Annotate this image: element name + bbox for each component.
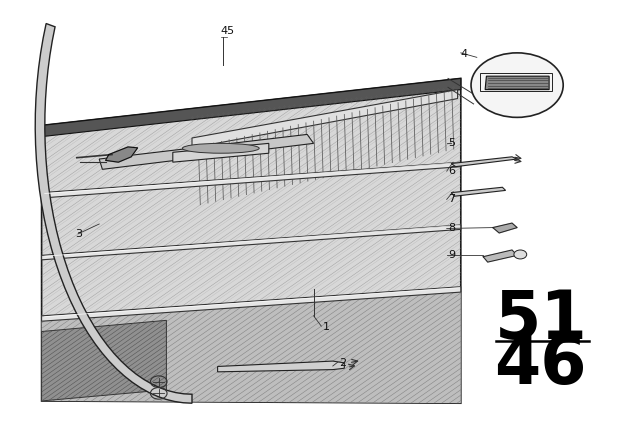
Text: 5: 5 [448,138,455,148]
Circle shape [514,250,527,259]
Polygon shape [35,24,192,403]
Polygon shape [99,134,314,169]
Text: 3: 3 [76,229,83,239]
Text: 2: 2 [339,358,346,368]
Polygon shape [451,157,517,167]
Polygon shape [451,187,506,196]
Text: 51: 51 [494,287,588,353]
Polygon shape [42,78,461,403]
Text: 45: 45 [221,26,235,36]
Text: 6: 6 [448,166,455,176]
Polygon shape [42,287,461,403]
Text: 8: 8 [448,224,455,233]
Polygon shape [483,250,517,262]
Text: 46: 46 [495,332,587,398]
Text: 9: 9 [448,250,455,260]
Polygon shape [493,223,517,233]
Text: 1: 1 [323,322,330,332]
Ellipse shape [182,143,259,153]
Polygon shape [42,78,461,137]
Text: 7: 7 [448,194,455,204]
Polygon shape [42,162,461,198]
Circle shape [471,53,563,117]
Polygon shape [42,225,461,260]
Polygon shape [173,143,269,162]
Polygon shape [42,320,166,401]
Polygon shape [218,361,344,372]
Polygon shape [485,76,549,90]
Text: 4: 4 [461,49,468,59]
Polygon shape [42,287,461,321]
Polygon shape [106,147,138,162]
Polygon shape [192,90,458,148]
